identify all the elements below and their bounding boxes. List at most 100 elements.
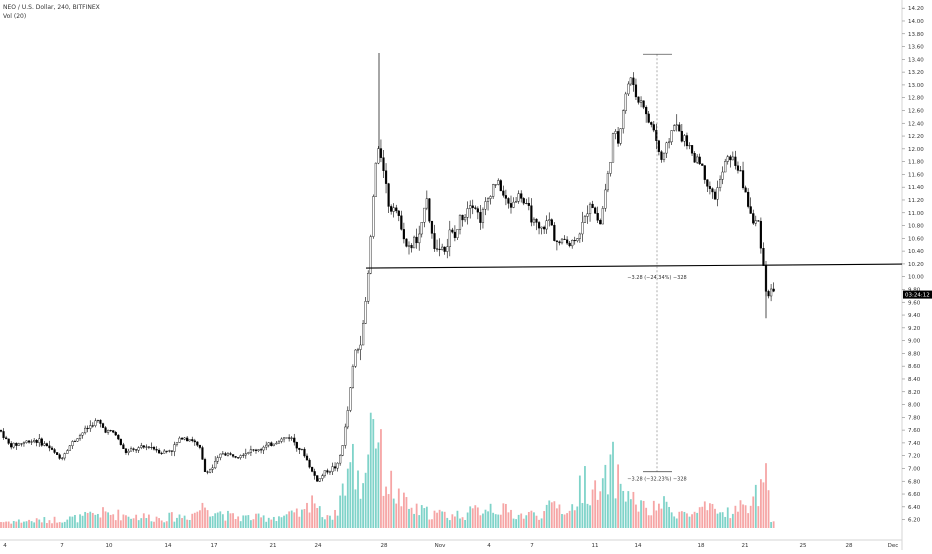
candle-up <box>354 349 357 367</box>
candle-down <box>165 450 168 452</box>
volume-bar <box>352 443 354 528</box>
candle-up <box>601 208 604 225</box>
candle-up <box>221 453 224 455</box>
candle-down <box>645 107 648 115</box>
candle-up <box>489 196 492 199</box>
volume-bar <box>362 483 364 528</box>
volume-bar <box>339 495 342 528</box>
volume-bar <box>594 480 597 528</box>
volume-bar <box>395 503 398 528</box>
volume-bar <box>242 515 245 528</box>
candle-down <box>147 446 150 448</box>
candle-down <box>50 447 54 450</box>
candle-down <box>35 440 38 443</box>
candle-up <box>150 447 153 449</box>
volume-bar <box>515 519 517 528</box>
candle-down <box>387 183 390 207</box>
price-tick-label: 14.20 <box>908 6 924 12</box>
candle-up <box>629 77 632 85</box>
volume-bar <box>76 522 79 528</box>
volume-bar <box>706 510 709 528</box>
candle-down <box>555 240 558 242</box>
candle-down <box>270 442 273 446</box>
candle-down <box>752 213 755 224</box>
candle-down <box>767 291 770 297</box>
volume-bar <box>173 521 176 528</box>
volume-bar <box>112 514 115 528</box>
volume-bar <box>114 520 117 528</box>
volume-bar <box>107 512 109 528</box>
volume-bar <box>479 515 482 528</box>
candle-up <box>137 447 140 451</box>
current-price-badge <box>903 290 932 299</box>
candle-up <box>282 437 286 440</box>
candle-up <box>84 427 87 434</box>
candle-down <box>237 457 240 459</box>
volume-bar <box>311 495 313 528</box>
time-tick-label: 21 <box>270 543 277 549</box>
volume-bar <box>734 505 737 528</box>
candle-up <box>262 446 265 451</box>
candle-down <box>657 140 660 152</box>
candle-down <box>400 215 403 230</box>
volume-bar <box>40 522 43 528</box>
volume-bar <box>731 513 734 528</box>
volume-bar <box>632 491 635 528</box>
time-tick-label: 7 <box>530 543 534 549</box>
candle-down <box>471 205 474 208</box>
candle-down <box>591 203 594 209</box>
volume-bar <box>237 516 240 528</box>
candle-down <box>196 441 199 446</box>
candle-down <box>652 124 655 131</box>
candle-down <box>231 454 235 457</box>
candle-up <box>351 366 354 388</box>
candle-up <box>331 466 334 472</box>
candle-down <box>101 423 105 428</box>
price-tick-label: 13.80 <box>908 32 924 38</box>
volume-bar <box>306 502 308 528</box>
volume-bar <box>420 505 423 528</box>
candle-up <box>346 410 349 428</box>
volume-bar <box>91 512 94 528</box>
volume-bar <box>214 513 217 528</box>
volume-bar <box>20 522 23 528</box>
volume-bar <box>749 505 752 528</box>
price-tick-label: 9.00 <box>908 339 921 345</box>
candle-down <box>596 212 599 221</box>
candle-down <box>206 471 209 473</box>
price-tick-label: 12.40 <box>908 121 924 127</box>
candle-down <box>252 449 255 451</box>
volume-bar <box>272 516 275 528</box>
volume-bar <box>158 518 160 528</box>
candle-up <box>163 450 166 454</box>
candle-up <box>548 219 551 221</box>
volume-bar <box>262 515 265 528</box>
candle-down <box>186 437 189 442</box>
volume-bar <box>140 518 143 528</box>
candle-down <box>507 198 510 204</box>
volume-bar <box>448 520 451 528</box>
candle-down <box>499 180 502 192</box>
candle-up <box>214 461 217 469</box>
candle-down <box>170 450 173 452</box>
candle-down <box>443 246 446 252</box>
candle-up <box>525 202 528 204</box>
volume-bar <box>599 491 602 528</box>
candle-up <box>724 161 727 173</box>
candle-down <box>405 238 408 247</box>
candle-up <box>336 462 339 469</box>
candle-down <box>502 190 505 196</box>
candle-up <box>175 442 179 445</box>
volume-bar <box>466 512 469 528</box>
candle-down <box>124 448 128 453</box>
chart-title: NEO / U.S. Dollar, 240, BITFINEX <box>3 4 100 11</box>
candle-up <box>560 238 564 244</box>
candle-up <box>581 222 584 235</box>
volume-bar <box>336 515 339 528</box>
volume-bar <box>244 515 247 528</box>
candle-down <box>104 427 107 433</box>
candle-up <box>484 201 487 210</box>
candle-down <box>435 248 439 250</box>
candle-up <box>670 130 673 143</box>
volume-bar <box>627 491 630 528</box>
